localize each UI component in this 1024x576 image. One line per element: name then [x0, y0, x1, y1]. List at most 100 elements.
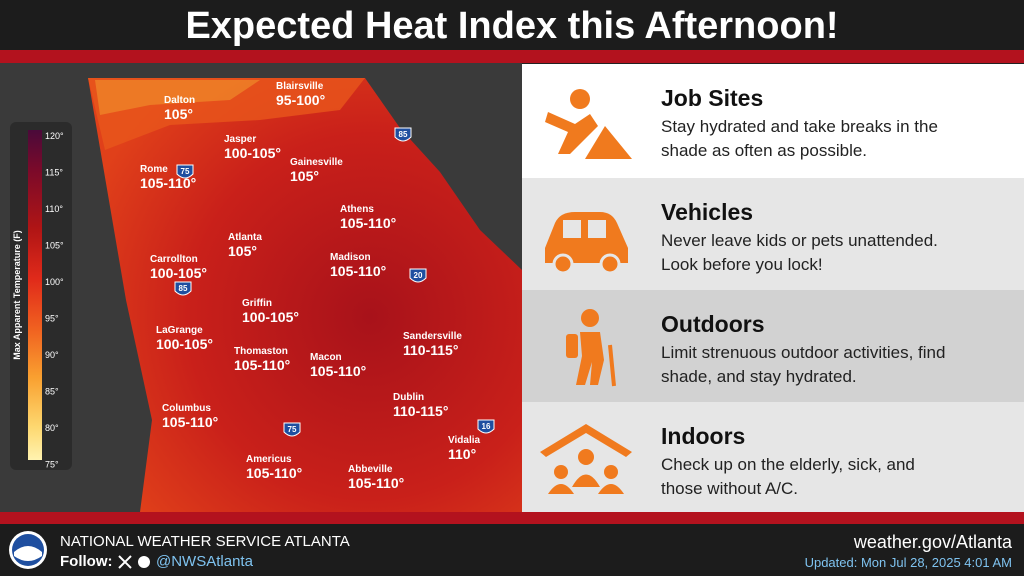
icon-shape [566, 334, 578, 358]
city-name: Atlanta [228, 232, 262, 243]
georgia [88, 78, 522, 512]
icon-shape [578, 449, 594, 465]
city-name: Rome [140, 164, 168, 175]
city-value: 100-105° [224, 145, 281, 161]
city-value: 95-100° [276, 92, 325, 108]
city-name: Madison [330, 252, 371, 263]
icon-shape [581, 309, 599, 327]
icon-shape [598, 484, 624, 494]
tip-icon [545, 212, 628, 275]
city-name: Jasper [224, 134, 256, 145]
icon-shape [552, 253, 574, 275]
tip-text: Check up on the elderly, sick, and [661, 455, 915, 474]
title-bar [0, 0, 1024, 50]
tip-icon [540, 424, 632, 494]
tip-heading: Indoors [661, 423, 745, 449]
icon-shape [563, 220, 581, 238]
city-value: 105° [228, 243, 257, 259]
icon-shape [599, 253, 621, 275]
city-value: 105-110° [140, 175, 196, 191]
highway-shield [174, 281, 192, 296]
legend-tick: 105° [45, 241, 64, 251]
city-name: Sandersville [403, 331, 462, 342]
city-value: 110° [448, 446, 476, 462]
highway-number: 75 [288, 425, 297, 434]
icon-shape [554, 465, 568, 479]
icon-shape [548, 484, 574, 494]
tip-icon [545, 89, 632, 159]
highway-shield [394, 127, 412, 142]
highway-number: 85 [399, 130, 408, 139]
legend-tick: 95° [45, 314, 59, 324]
handle: @NWSAtlanta [156, 553, 254, 570]
highway-shield [409, 268, 427, 283]
icon-shape [604, 465, 618, 479]
city-value: 110-115° [393, 403, 448, 419]
city-value: 105-110° [246, 465, 302, 481]
footer-bar [0, 524, 1024, 576]
tip-text: shade as often as possible. [661, 141, 867, 160]
legend-title: Max Apparent Temperature (F) [12, 230, 22, 360]
city-value: 100-105° [156, 336, 213, 352]
city-value: 110-115° [403, 342, 458, 358]
icon-shape [585, 126, 632, 159]
city-name: Abbeville [348, 464, 393, 475]
city-name: Thomaston [234, 346, 288, 357]
icon-shape [570, 89, 590, 109]
tip-heading: Job Sites [661, 85, 763, 111]
highway-shield [283, 422, 301, 437]
city-name: Blairsville [276, 81, 324, 92]
city-value: 105-110° [348, 475, 404, 491]
mountains [95, 80, 260, 115]
icon-shape [576, 332, 604, 385]
tip-text: those without A/C. [661, 479, 798, 498]
stripe [0, 50, 1024, 63]
tip-text: Stay hydrated and take breaks in the [661, 117, 938, 136]
facebook-icon [138, 556, 150, 568]
city-name: Gainesville [290, 157, 343, 168]
city-value: 105-110° [330, 263, 386, 279]
city-name: Athens [340, 204, 374, 215]
city-name: Griffin [242, 298, 272, 309]
legend-tick: 75° [45, 460, 59, 470]
tip-heading: Outdoors [661, 311, 765, 337]
legend-tick: 100° [45, 277, 64, 287]
nws-logo [14, 546, 42, 561]
legend-tick: 80° [45, 423, 59, 433]
legend-tick: 90° [45, 350, 59, 360]
office: NATIONAL WEATHER SERVICE ATLANTA [60, 533, 350, 550]
title: Expected Heat Index this Afternoon! [185, 5, 838, 47]
highway-number: 85 [179, 284, 188, 293]
icon-shape [540, 424, 632, 457]
icon-shape [572, 474, 600, 487]
city-value: 105-110° [340, 215, 396, 231]
updated: Updated: Mon Jul 28, 2025 4:01 AM [805, 555, 1012, 570]
follow: Follow: [60, 553, 113, 570]
tip-text: Look before you lock! [661, 255, 823, 274]
highway-number: 16 [482, 422, 491, 431]
legend-tick: 110° [45, 204, 63, 214]
city-value: 105-110° [234, 357, 290, 373]
icon-shape [545, 112, 598, 154]
city-value: 105-110° [310, 363, 366, 379]
highway-shield [477, 419, 495, 434]
highway-number: 75 [181, 167, 190, 176]
highway-shield [176, 164, 194, 179]
x-icon [118, 555, 132, 569]
legend-tick: 115° [45, 168, 63, 178]
city-value: 100-105° [242, 309, 299, 325]
highway-number: 20 [414, 271, 423, 280]
tip-text: shade, and stay hydrated. [661, 367, 857, 386]
city-name: Dublin [393, 392, 424, 403]
tip-row [522, 290, 1024, 402]
city-name: Americus [246, 454, 292, 465]
city-value: 105-110° [162, 414, 218, 430]
city-name: LaGrange [156, 325, 203, 336]
legend-tick: 85° [45, 387, 59, 397]
city-value: 100-105° [150, 265, 207, 281]
legend-bar [28, 130, 42, 460]
legend-tick: 120° [45, 131, 64, 141]
city-name: Carrollton [150, 254, 198, 265]
